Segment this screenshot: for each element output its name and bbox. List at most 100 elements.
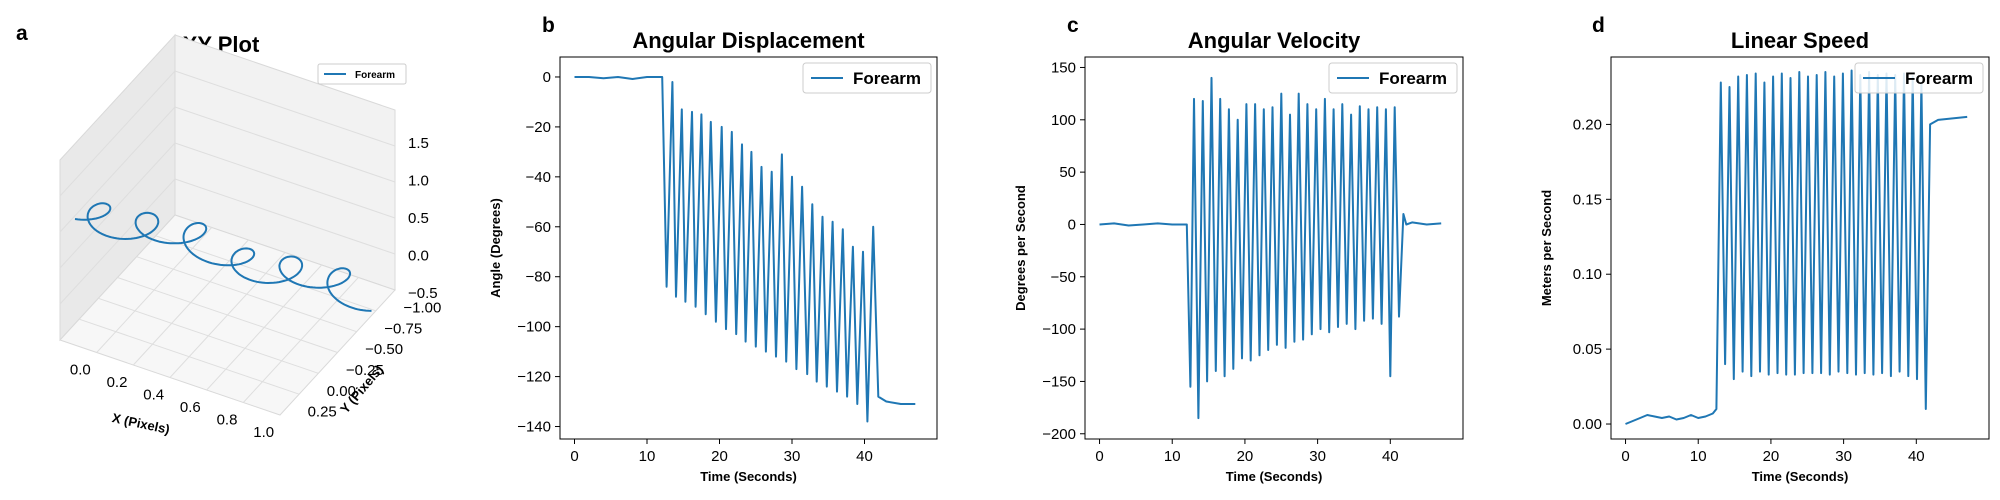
- panel-b-angular-displacement: b Angular Displacement 0 10 20 30 40 0 −20 −40 −60…: [488, 14, 938, 484]
- x-axis-label: X (Pixels): [111, 410, 171, 437]
- y-tick-label: −0.25: [346, 362, 384, 379]
- x-tick-label: 10: [1690, 448, 1707, 465]
- series-line-forearm: [574, 76, 916, 423]
- grid-line: [59, 70, 176, 197]
- chart-title: Linear Speed: [1731, 28, 1869, 53]
- x-tick-label: 0.4: [143, 386, 164, 403]
- x-tick-label: 0.6: [180, 399, 201, 416]
- grid-line: [174, 178, 396, 255]
- x-tick-label: 0.8: [217, 411, 238, 428]
- grid-line: [59, 106, 176, 233]
- legend-box: [1328, 62, 1458, 94]
- x-tick-label: 20: [1237, 448, 1254, 465]
- legend-box: [1854, 62, 1984, 94]
- z-tick-label: 0.5: [408, 210, 429, 227]
- z-tick-label: −0.5: [408, 285, 438, 302]
- legend-entry: Forearm: [355, 70, 395, 81]
- grid-line: [174, 142, 396, 219]
- z-tick-label: 0.0: [408, 248, 429, 265]
- x-tick-label: 10: [639, 448, 656, 465]
- panel-label-b: b: [542, 14, 555, 37]
- 3d-axes-box: [59, 33, 396, 416]
- chart-title: Angular Displacement: [632, 28, 865, 53]
- y-tick-label: −200: [1042, 426, 1076, 443]
- y-tick-label: 0: [543, 69, 551, 86]
- z-tick-label: 1.5: [408, 135, 429, 152]
- y-tick-label: −150: [1042, 373, 1076, 390]
- panel-label-c: c: [1067, 14, 1079, 37]
- 3d-axis-ticks: 0.0 0.2 0.4 0.6 0.8 1.0 0.25 0.00 −0.25 −0.50 −0.7…: [70, 135, 441, 441]
- panel-d-linear-speed: d Linear Speed 0 10 20 30 40 0.00 0.05 0.10 0.15 0.…: [1539, 14, 1990, 484]
- x-tick-label: 30: [1835, 448, 1852, 465]
- panel-c-angular-velocity: c Angular Velocity 0 10 20 30 40 150 100 50 0 −50 −1…: [1013, 14, 1464, 484]
- panel-label-a: a: [16, 22, 28, 45]
- y-tick-label: −40: [526, 169, 551, 186]
- y-axis-label: Degrees per Second: [1013, 185, 1028, 311]
- x-tick-label: 30: [1309, 448, 1326, 465]
- y-tick-label: 0.05: [1573, 341, 1602, 358]
- x-tick-label: 40: [856, 448, 873, 465]
- x-tick-label: 30: [784, 448, 801, 465]
- legend-entry: Forearm: [1379, 69, 1447, 88]
- z-tick-label: 1.0: [408, 173, 429, 190]
- series-line-forearm: [1099, 76, 1442, 420]
- y-tick-label: 0.25: [308, 404, 337, 421]
- legend: Forearm: [317, 63, 407, 85]
- x-axis-label: Time (Seconds): [1226, 469, 1323, 484]
- x-tick-label: 40: [1382, 448, 1399, 465]
- legend-entry: Forearm: [853, 69, 921, 88]
- x-tick-label: 1.0: [253, 424, 274, 441]
- axes-frame: [1084, 56, 1464, 440]
- panel-a-xy-plot: a XY Plot 0.00.20.40.60.81.00.250.00−0.2…: [16, 22, 441, 441]
- y-tick-label: −0.75: [384, 320, 422, 337]
- y-tick-label: −20: [526, 119, 551, 136]
- series-line-forearm: [74, 202, 372, 312]
- x-tick-label: 40: [1908, 448, 1925, 465]
- y-tick-label: 100: [1051, 112, 1076, 129]
- y-tick-label: −50: [1051, 269, 1076, 286]
- grid-line: [155, 235, 376, 312]
- y-tick-label: 0.10: [1573, 266, 1602, 283]
- x-tick-label: 0.0: [70, 361, 91, 378]
- axes-frame: [1610, 56, 1990, 440]
- x-tick-label: 0: [570, 448, 578, 465]
- chart-title: Angular Velocity: [1188, 28, 1361, 53]
- legend: Forearm: [1854, 62, 1984, 94]
- y-tick-label: 0.15: [1573, 191, 1602, 208]
- legend-box: [802, 62, 932, 94]
- x-axis-label: Time (Seconds): [700, 469, 797, 484]
- series-line-forearm: [1625, 69, 1968, 425]
- grid-line: [59, 142, 176, 269]
- x-tick-label: 20: [1763, 448, 1780, 465]
- y-tick-label: −140: [517, 419, 551, 436]
- grid-line: [174, 70, 396, 147]
- x-tick-label: 0.2: [107, 374, 128, 391]
- grid-line: [59, 178, 176, 305]
- axes-frame: [559, 56, 938, 440]
- grid-line: [174, 106, 396, 183]
- x-tick-label: 10: [1164, 448, 1181, 465]
- y-tick-label: −60: [526, 219, 551, 236]
- y-tick-label: 150: [1051, 59, 1076, 76]
- y-tick-label: −120: [517, 369, 551, 386]
- y-tick-label: 50: [1059, 164, 1076, 181]
- x-tick-label: 0: [1095, 448, 1103, 465]
- y-tick-label: −80: [526, 269, 551, 286]
- y-tick-label: −1.00: [403, 299, 441, 316]
- y-axis-label: Meters per Second: [1539, 190, 1554, 306]
- y-axis-label: Angle (Degrees): [488, 198, 503, 298]
- y-tick-label: −100: [517, 319, 551, 336]
- y-tick-label: 0.00: [327, 383, 356, 400]
- x-axis-label: Time (Seconds): [1752, 469, 1849, 484]
- y-tick-label: 0.00: [1573, 416, 1602, 433]
- x-tick-label: 0: [1621, 448, 1629, 465]
- y-tick-label: −100: [1042, 321, 1076, 338]
- legend: Forearm: [802, 62, 932, 94]
- y-tick-label: −0.50: [365, 341, 403, 358]
- y-tick-label: 0: [1068, 216, 1076, 233]
- x-tick-label: 20: [711, 448, 728, 465]
- legend: Forearm: [1328, 62, 1458, 94]
- panel-label-d: d: [1592, 14, 1605, 37]
- y-tick-label: 0.20: [1573, 116, 1602, 133]
